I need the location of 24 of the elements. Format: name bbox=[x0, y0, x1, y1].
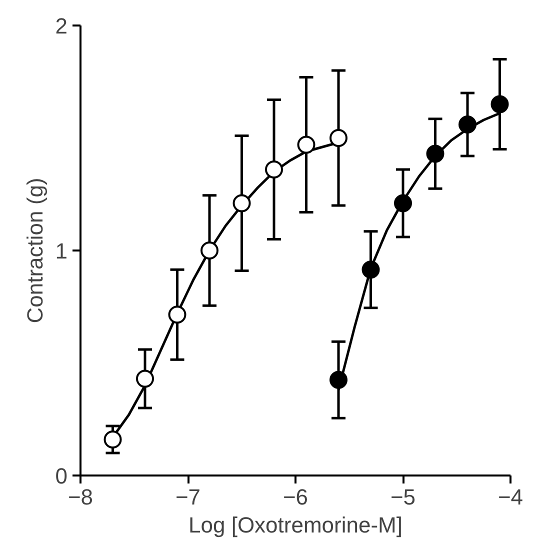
point bbox=[232, 194, 251, 212]
x-tick-label: −6 bbox=[282, 484, 308, 510]
point bbox=[297, 136, 316, 154]
point bbox=[394, 194, 412, 212]
y-axis-title: Contraction (g) bbox=[22, 178, 48, 324]
x-tick-label: −8 bbox=[68, 484, 94, 510]
point bbox=[362, 260, 380, 279]
x-tick-label: −7 bbox=[175, 484, 201, 510]
point bbox=[458, 116, 476, 134]
point bbox=[200, 242, 218, 260]
point bbox=[265, 160, 283, 178]
y-tick-label: 2 bbox=[55, 14, 68, 38]
point bbox=[104, 430, 122, 448]
point bbox=[168, 306, 186, 324]
point bbox=[330, 370, 348, 389]
point bbox=[330, 129, 348, 147]
point bbox=[490, 95, 509, 114]
y-tick-label: 1 bbox=[55, 238, 68, 264]
point bbox=[426, 144, 444, 163]
y-tick-label: 0 bbox=[55, 464, 68, 488]
x-axis-title: Log [Oxotremorine-M] bbox=[188, 512, 402, 538]
x-tick-label: −4 bbox=[498, 484, 524, 510]
point bbox=[136, 370, 154, 388]
x-tick-label: −5 bbox=[390, 484, 416, 510]
